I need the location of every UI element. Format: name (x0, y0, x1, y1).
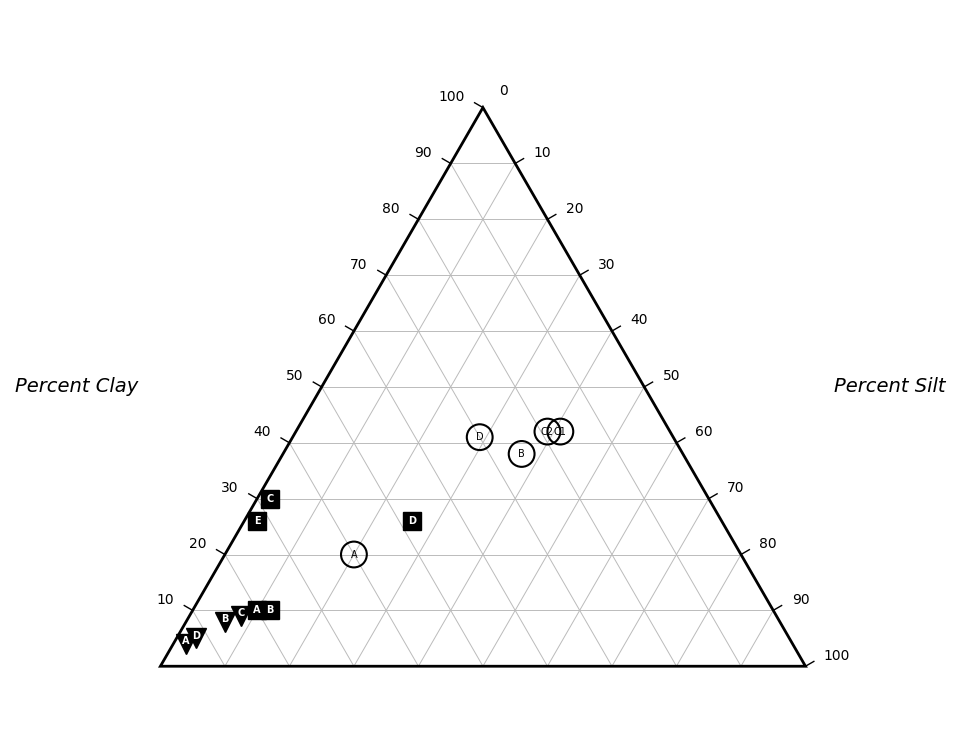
Text: E: E (253, 516, 260, 526)
Text: C: C (267, 494, 274, 503)
Text: 70: 70 (350, 257, 368, 272)
Text: 50: 50 (662, 370, 680, 383)
Text: 20: 20 (189, 537, 206, 551)
Text: 100: 100 (824, 649, 851, 663)
Text: B: B (518, 449, 525, 459)
Text: Percent Silt: Percent Silt (833, 378, 945, 396)
Text: Percent Clay: Percent Clay (15, 378, 138, 396)
Text: 70: 70 (727, 481, 745, 495)
Text: C1: C1 (554, 426, 566, 437)
Text: A: A (182, 637, 190, 646)
Text: 80: 80 (759, 537, 777, 551)
Text: D: D (192, 631, 200, 641)
Text: 40: 40 (253, 425, 271, 439)
Text: 60: 60 (318, 313, 335, 328)
Text: D: D (476, 432, 484, 442)
Text: A: A (253, 605, 261, 616)
Text: 90: 90 (415, 146, 432, 160)
Text: 100: 100 (438, 90, 465, 104)
Text: 80: 80 (382, 202, 400, 215)
Text: 90: 90 (792, 592, 809, 607)
Text: C: C (237, 608, 245, 619)
Text: B: B (266, 605, 274, 616)
Text: C2: C2 (540, 426, 554, 437)
Text: 20: 20 (565, 202, 584, 215)
Text: 40: 40 (631, 313, 648, 328)
Text: 10: 10 (156, 592, 174, 607)
Text: 60: 60 (695, 425, 712, 439)
Text: 10: 10 (534, 146, 551, 160)
Text: 0: 0 (499, 84, 508, 98)
Text: 30: 30 (598, 257, 615, 272)
Text: D: D (408, 516, 416, 526)
Text: 30: 30 (221, 481, 239, 495)
Text: B: B (221, 614, 228, 624)
Text: A: A (350, 550, 357, 560)
Text: 50: 50 (286, 370, 303, 383)
